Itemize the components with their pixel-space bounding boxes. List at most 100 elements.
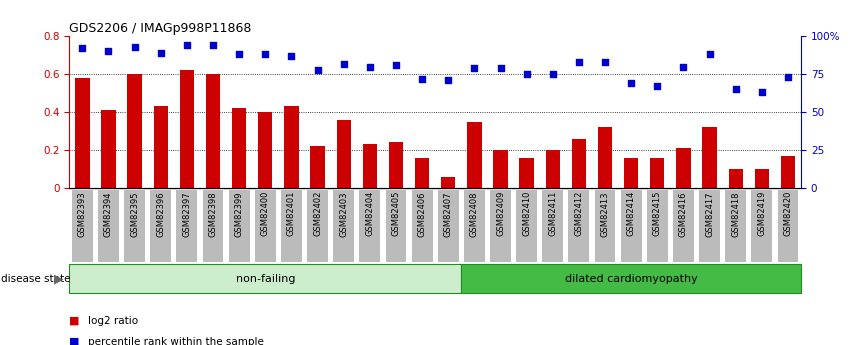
Bar: [310, 146, 325, 188]
FancyBboxPatch shape: [490, 189, 511, 263]
Text: GSM82413: GSM82413: [600, 191, 610, 237]
Bar: [572, 139, 586, 188]
Bar: [363, 144, 377, 188]
Bar: [153, 106, 168, 188]
Point: [311, 67, 325, 72]
Point: [258, 52, 272, 57]
Point: [729, 87, 743, 92]
Bar: [728, 169, 743, 188]
Text: GSM82401: GSM82401: [287, 191, 296, 236]
Text: ▶: ▶: [54, 272, 64, 285]
Text: GSM82408: GSM82408: [470, 191, 479, 237]
Text: GSM82418: GSM82418: [731, 191, 740, 237]
FancyBboxPatch shape: [699, 189, 720, 263]
FancyBboxPatch shape: [281, 189, 302, 263]
FancyBboxPatch shape: [307, 189, 328, 263]
Point: [337, 61, 351, 66]
Text: non-failing: non-failing: [236, 274, 295, 284]
Text: GSM82420: GSM82420: [784, 191, 792, 236]
FancyBboxPatch shape: [568, 189, 590, 263]
Bar: [598, 127, 612, 188]
Text: GSM82417: GSM82417: [705, 191, 714, 237]
Text: GSM82399: GSM82399: [235, 191, 243, 237]
Point: [598, 59, 612, 65]
Text: ■: ■: [69, 316, 80, 326]
FancyBboxPatch shape: [255, 189, 275, 263]
Point: [389, 62, 403, 68]
Bar: [467, 121, 481, 188]
Text: GSM82394: GSM82394: [104, 191, 113, 237]
FancyBboxPatch shape: [359, 189, 380, 263]
Text: GSM82395: GSM82395: [130, 191, 139, 237]
Bar: [415, 158, 430, 188]
FancyBboxPatch shape: [98, 189, 119, 263]
Bar: [337, 120, 351, 188]
Text: GSM82414: GSM82414: [627, 191, 636, 236]
Point: [363, 64, 377, 69]
FancyBboxPatch shape: [177, 189, 197, 263]
Text: GSM82410: GSM82410: [522, 191, 531, 236]
FancyBboxPatch shape: [385, 189, 406, 263]
Text: disease state: disease state: [1, 274, 70, 284]
Point: [75, 46, 89, 51]
Bar: [389, 142, 404, 188]
Text: GSM82397: GSM82397: [183, 191, 191, 237]
Bar: [75, 78, 89, 188]
Bar: [258, 112, 273, 188]
Bar: [702, 127, 717, 188]
Text: GSM82404: GSM82404: [365, 191, 374, 236]
FancyBboxPatch shape: [725, 189, 746, 263]
Text: percentile rank within the sample: percentile rank within the sample: [88, 337, 264, 345]
Bar: [494, 150, 507, 188]
Bar: [754, 169, 769, 188]
Text: GSM82406: GSM82406: [417, 191, 427, 237]
Bar: [101, 110, 116, 188]
Text: dilated cardiomyopathy: dilated cardiomyopathy: [565, 274, 697, 284]
Bar: [180, 70, 194, 188]
Bar: [650, 158, 664, 188]
FancyBboxPatch shape: [411, 189, 432, 263]
FancyBboxPatch shape: [595, 189, 616, 263]
Point: [676, 64, 690, 69]
Bar: [232, 108, 246, 188]
Bar: [520, 158, 533, 188]
Text: GSM82396: GSM82396: [156, 191, 165, 237]
FancyBboxPatch shape: [72, 189, 93, 263]
Point: [755, 90, 769, 95]
FancyBboxPatch shape: [203, 189, 223, 263]
Point: [101, 49, 115, 54]
FancyBboxPatch shape: [229, 189, 249, 263]
FancyBboxPatch shape: [778, 189, 798, 263]
Point: [285, 53, 299, 59]
Text: GSM82416: GSM82416: [679, 191, 688, 237]
FancyBboxPatch shape: [124, 189, 145, 263]
Text: GSM82407: GSM82407: [443, 191, 453, 237]
FancyBboxPatch shape: [464, 189, 485, 263]
Text: GSM82409: GSM82409: [496, 191, 505, 236]
Bar: [127, 74, 142, 188]
Bar: [69, 264, 462, 293]
Text: GDS2206 / IMAGp998P11868: GDS2206 / IMAGp998P11868: [69, 22, 252, 35]
Text: GSM82402: GSM82402: [313, 191, 322, 236]
Bar: [284, 106, 299, 188]
Point: [127, 44, 141, 50]
Text: GSM82412: GSM82412: [574, 191, 584, 236]
Point: [781, 75, 795, 80]
Point: [154, 50, 168, 56]
Point: [206, 42, 220, 48]
FancyBboxPatch shape: [542, 189, 563, 263]
Bar: [462, 264, 801, 293]
Bar: [781, 156, 795, 188]
Text: GSM82400: GSM82400: [261, 191, 270, 236]
Point: [624, 80, 638, 86]
Bar: [624, 158, 638, 188]
Point: [442, 78, 456, 83]
FancyBboxPatch shape: [673, 189, 694, 263]
Text: GSM82398: GSM82398: [209, 191, 217, 237]
FancyBboxPatch shape: [647, 189, 668, 263]
Point: [468, 65, 481, 71]
Point: [702, 52, 716, 57]
Text: GSM82411: GSM82411: [548, 191, 557, 236]
FancyBboxPatch shape: [333, 189, 354, 263]
Point: [180, 42, 194, 48]
